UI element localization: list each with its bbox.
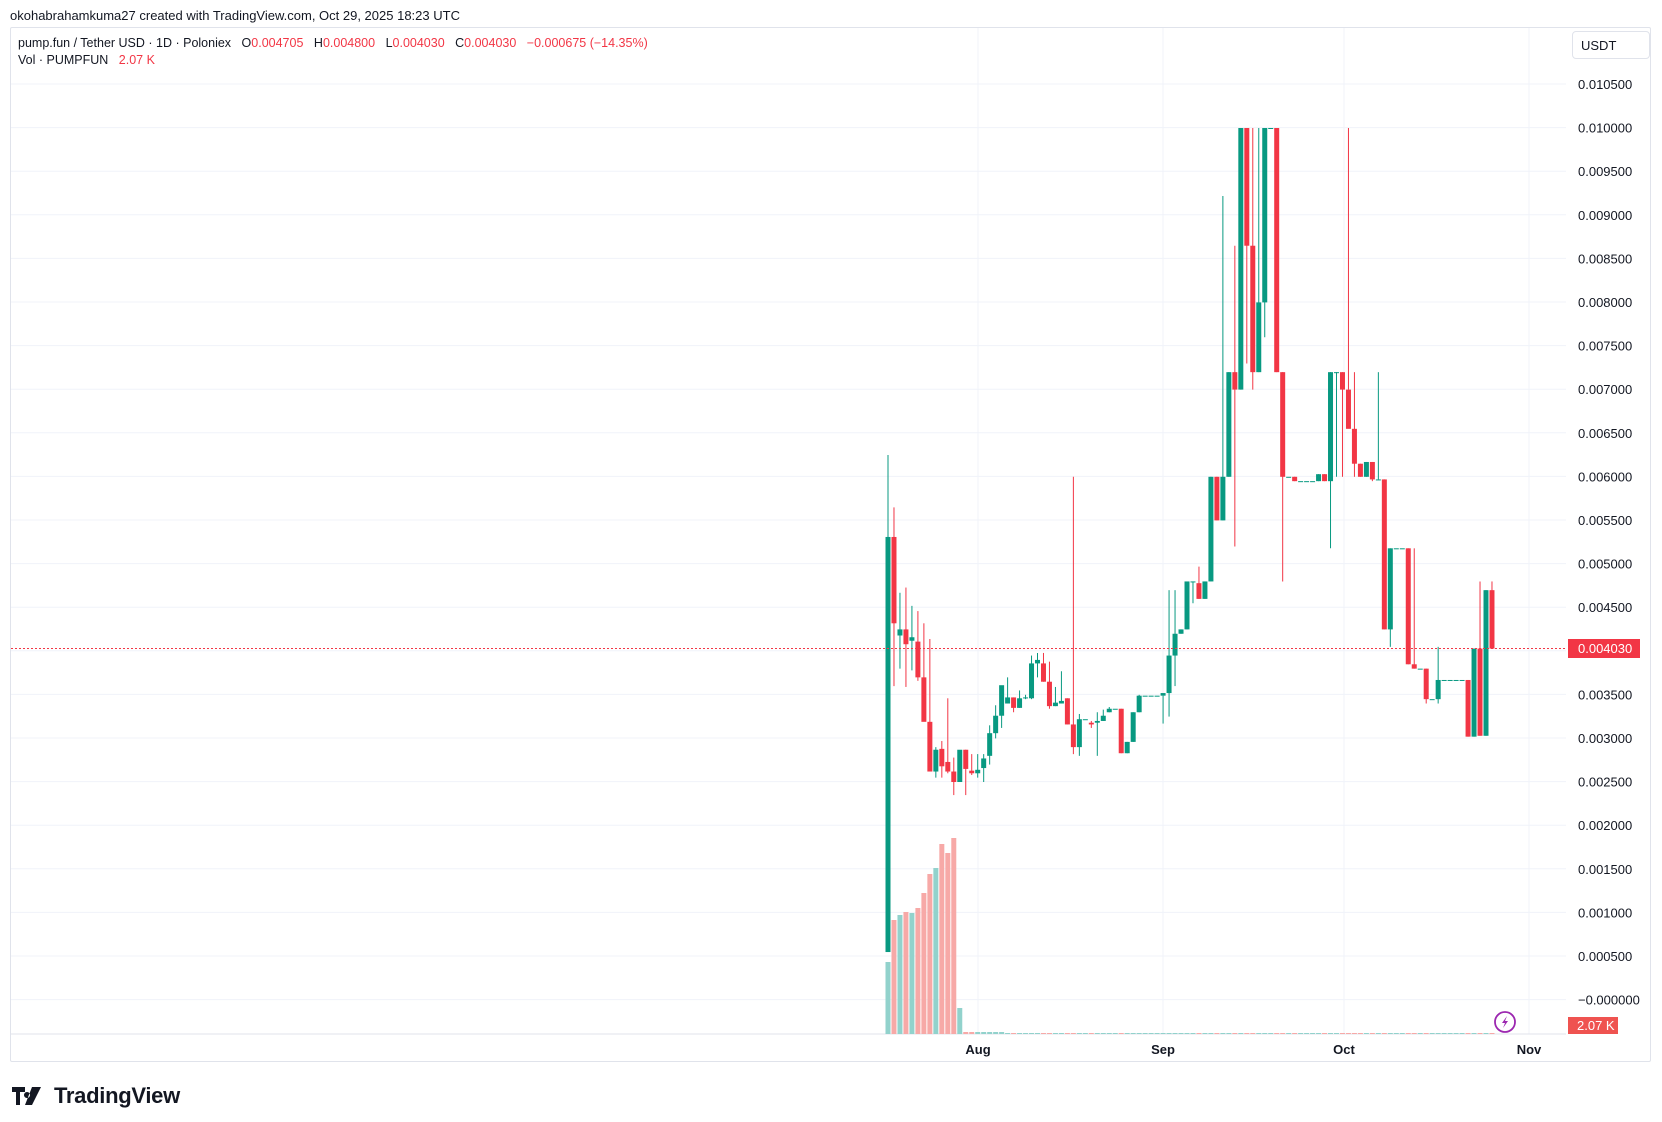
- time-tick: Oct: [1333, 1042, 1355, 1057]
- tradingview-logo[interactable]: TradingView: [12, 1083, 180, 1109]
- time-axis[interactable]: Aug Sep Oct Nov: [965, 1042, 1542, 1057]
- time-tick: Nov: [1517, 1042, 1542, 1057]
- price-tick: 0.002000: [1578, 818, 1632, 833]
- lightning-icon[interactable]: [1494, 1011, 1516, 1033]
- price-tick: 0.006500: [1578, 426, 1632, 441]
- price-tick: 0.009500: [1578, 164, 1632, 179]
- last-volume-tag-bg: [1568, 1017, 1618, 1034]
- price-tick: 0.008500: [1578, 251, 1632, 266]
- logo-text: TradingView: [54, 1083, 180, 1108]
- chart-frame: [10, 27, 1651, 1062]
- change-value: −0.000675 (−14.35%): [526, 36, 648, 50]
- ohlc-row: pump.fun / Tether USD · 1D · Poloniex O0…: [18, 36, 648, 50]
- open-value: 0.004705: [251, 36, 304, 50]
- price-tick: 0.009000: [1578, 208, 1632, 223]
- price-tick: 0.003500: [1578, 687, 1632, 702]
- volume-row: Vol · PUMPFUN 2.07 K: [18, 52, 648, 69]
- symbol-title[interactable]: pump.fun / Tether USD · 1D · Poloniex: [18, 36, 232, 50]
- chart-legend: pump.fun / Tether USD · 1D · Poloniex O0…: [18, 35, 648, 69]
- currency-unit-button[interactable]: USDT: [1572, 31, 1650, 59]
- price-axis[interactable]: 0.010500 0.010000 0.009500 0.009000 0.008500…: [1578, 77, 1640, 1008]
- price-tick: 0.001500: [1578, 862, 1632, 877]
- price-tick: −0.000000: [1578, 993, 1640, 1008]
- price-tick: 0.006000: [1578, 469, 1632, 484]
- volume-value: 2.07 K: [118, 53, 155, 67]
- price-tick: 0.007500: [1578, 339, 1632, 354]
- volume-label[interactable]: Vol · PUMPFUN: [18, 53, 109, 67]
- chart-credit: okohabrahamkuma27 created with TradingVi…: [10, 8, 460, 23]
- high-value: 0.004800: [322, 36, 376, 50]
- close-value: 0.004030: [464, 36, 517, 50]
- last-volume-tag: 2.07 K: [1577, 1018, 1615, 1033]
- price-tick: 0.002500: [1578, 775, 1632, 790]
- tradingview-logo-icon: [12, 1087, 41, 1105]
- price-tick: 0.001000: [1578, 905, 1632, 920]
- price-tick: 0.004500: [1578, 600, 1632, 615]
- grid-lines: [11, 28, 1566, 1035]
- price-tick: 0.008000: [1578, 295, 1632, 310]
- low-value: 0.004030: [392, 36, 445, 50]
- candlesticks: [885, 128, 1495, 953]
- price-tick: 0.007000: [1578, 382, 1632, 397]
- last-price-tag-bg: [1568, 639, 1640, 658]
- price-tick: 0.005500: [1578, 513, 1632, 528]
- time-tick: Aug: [965, 1042, 990, 1057]
- price-tick: 0.005000: [1578, 557, 1632, 572]
- price-tick: 0.010500: [1578, 77, 1632, 92]
- time-tick: Sep: [1151, 1042, 1175, 1057]
- price-tick: 0.000500: [1578, 949, 1632, 964]
- last-price-tag: 0.004030: [1578, 641, 1632, 656]
- price-tick: 0.003000: [1578, 731, 1632, 746]
- price-tick: 0.010000: [1578, 121, 1632, 136]
- volume-bars: [885, 838, 1495, 1034]
